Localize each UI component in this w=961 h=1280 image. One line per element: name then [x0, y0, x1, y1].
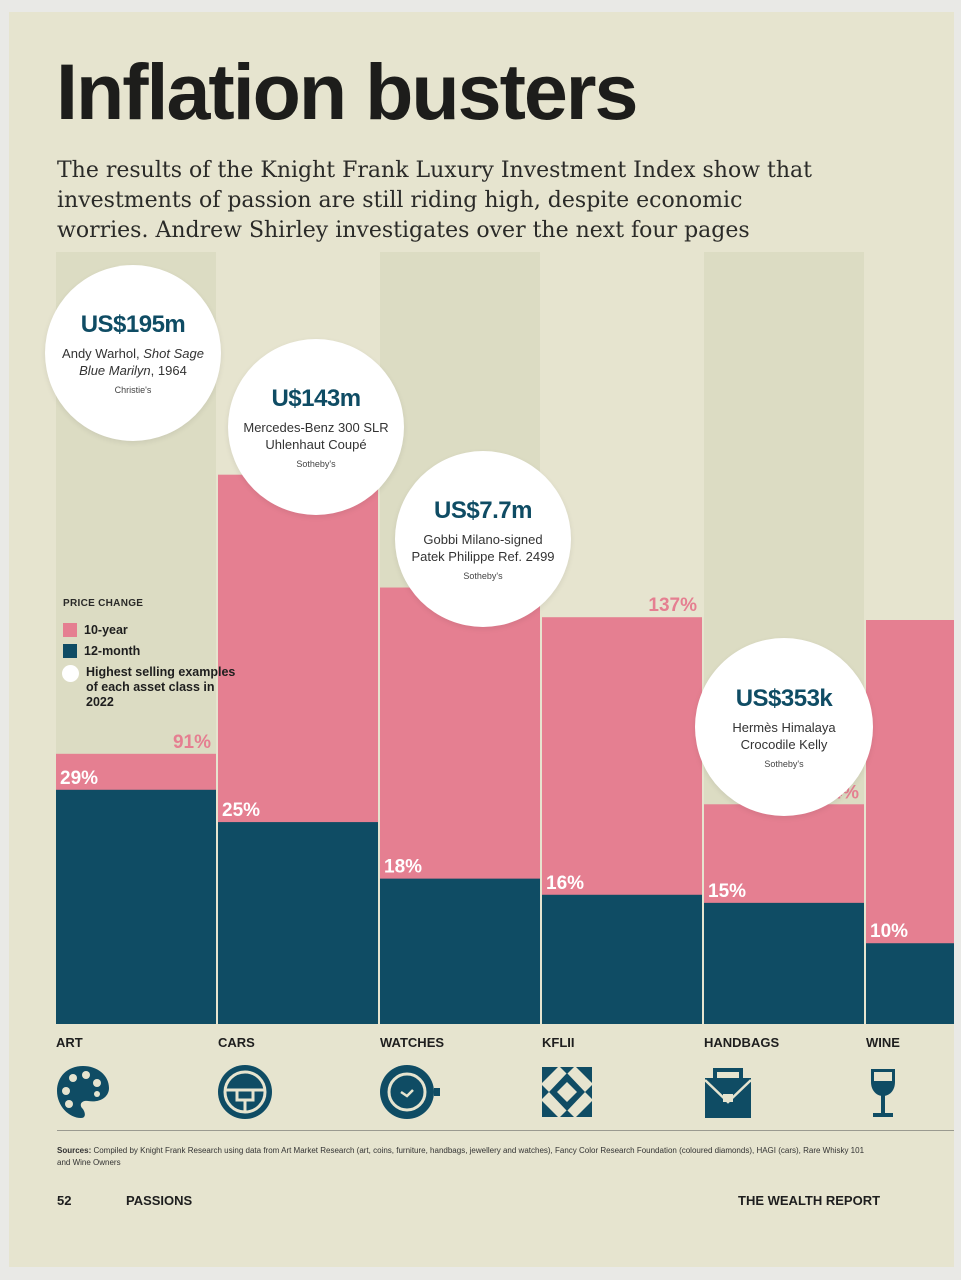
chart-legend: PRICE CHANGE 10-year 12-month Highest se…: [62, 598, 238, 716]
footer-section: PASSIONS: [126, 1193, 193, 1208]
highlight-source: Sotheby's: [296, 459, 336, 469]
highlight-description: Andy Warhol, Shot Sage Blue Marilyn, 196…: [62, 346, 204, 378]
bar-12-month-handbags: [704, 902, 864, 1024]
legend-swatch-circle: [62, 665, 79, 682]
highlight-description: Gobbi Milano-signed Patek Philippe Ref. 2…: [411, 532, 555, 564]
legend-label-highest: Highest selling examples of each asset c…: [86, 665, 236, 709]
highlight-bubble-art: US$195m Andy Warhol, Shot Sage Blue Mari…: [45, 265, 221, 441]
legend-swatch-10-year: [63, 623, 77, 637]
highlight-description: Hermès Himalaya Crocodile Kelly: [732, 720, 836, 752]
data-label-12-month: 18%: [384, 857, 422, 878]
highlight-bubble-watches: US$7.7m Gobbi Milano-signed Patek Philipp…: [395, 451, 571, 627]
highlight-price: US$7.7m: [434, 497, 532, 524]
legend-swatch-12-month: [63, 644, 77, 658]
sources-text: Compiled by Knight Frank Research using …: [57, 1146, 865, 1167]
bar-12-month-watches: [380, 878, 540, 1024]
watch-icon: [380, 1065, 440, 1119]
category-label-watches: WATCHES: [380, 1035, 445, 1050]
bar-chart: 91%29%185%25%147%18%137%16%74%15%10%: [56, 252, 954, 1024]
bar-12-month-kflii: [542, 894, 702, 1024]
bar-12-month-art: [56, 789, 216, 1024]
highlight-source: Sotheby's: [463, 571, 503, 581]
data-label-12-month: 25%: [222, 800, 260, 821]
highlight-source: Sotheby's: [764, 759, 804, 769]
legend-title: PRICE CHANGE: [63, 598, 144, 609]
legend-label-10-year: 10-year: [84, 623, 128, 637]
kflii-icon: [542, 1067, 592, 1117]
category-label-wine: WINE: [866, 1035, 900, 1050]
data-label-12-month: 15%: [708, 881, 746, 902]
bar-12-month-cars: [218, 822, 378, 1024]
data-label-12-month: 29%: [60, 768, 98, 789]
data-label-12-month: 10%: [870, 921, 908, 942]
category-label-kflii: KFLII: [542, 1035, 575, 1050]
legend-item-10-year: 10-year: [63, 623, 238, 638]
category-label-cars: CARS: [218, 1035, 255, 1050]
footer-page-number: 52: [57, 1193, 72, 1208]
highlight-price: US$353k: [735, 685, 833, 712]
highlight-description: Mercedes-Benz 300 SLR Uhlenhaut Coupé: [243, 420, 389, 452]
highlight-source: Christie's: [114, 385, 152, 395]
highlight-price: U$143m: [271, 385, 361, 412]
highlight-bubble-handbags: US$353k Hermès Himalaya Crocodile Kelly S…: [695, 638, 873, 816]
data-label-10-year: 91%: [173, 732, 211, 753]
sources-note: Sources: Compiled by Knight Frank Resear…: [57, 1145, 877, 1169]
legend-item-highest: Highest selling examples of each asset c…: [62, 665, 238, 710]
legend-label-12-month: 12-month: [84, 644, 141, 658]
handbag-icon: [704, 1068, 752, 1118]
category-label-handbags: HANDBAGS: [704, 1035, 780, 1050]
page-subtitle: The results of the Knight Frank Luxury I…: [57, 158, 813, 243]
data-label-12-month: 16%: [546, 873, 584, 894]
page-title: Inflation busters: [56, 47, 638, 136]
wine-glass-icon: [871, 1069, 895, 1117]
palette-icon: [57, 1066, 109, 1118]
divider: [57, 1130, 954, 1131]
footer-publication: THE WEALTH REPORT: [738, 1193, 881, 1208]
category-label-art: ART: [56, 1035, 83, 1050]
bar-12-month-wine: [866, 943, 954, 1024]
steering-wheel-icon: [218, 1065, 272, 1119]
page: 91%29%185%25%147%18%137%16%74%15%10% Inf…: [9, 12, 954, 1267]
highlight-price: US$195m: [80, 311, 186, 338]
data-label-10-year: 137%: [648, 595, 697, 616]
sources-label: Sources:: [57, 1146, 92, 1155]
legend-item-12-month: 12-month: [63, 644, 238, 659]
highlight-bubble-cars: U$143m Mercedes-Benz 300 SLR Uhlenhaut Co…: [228, 339, 404, 515]
